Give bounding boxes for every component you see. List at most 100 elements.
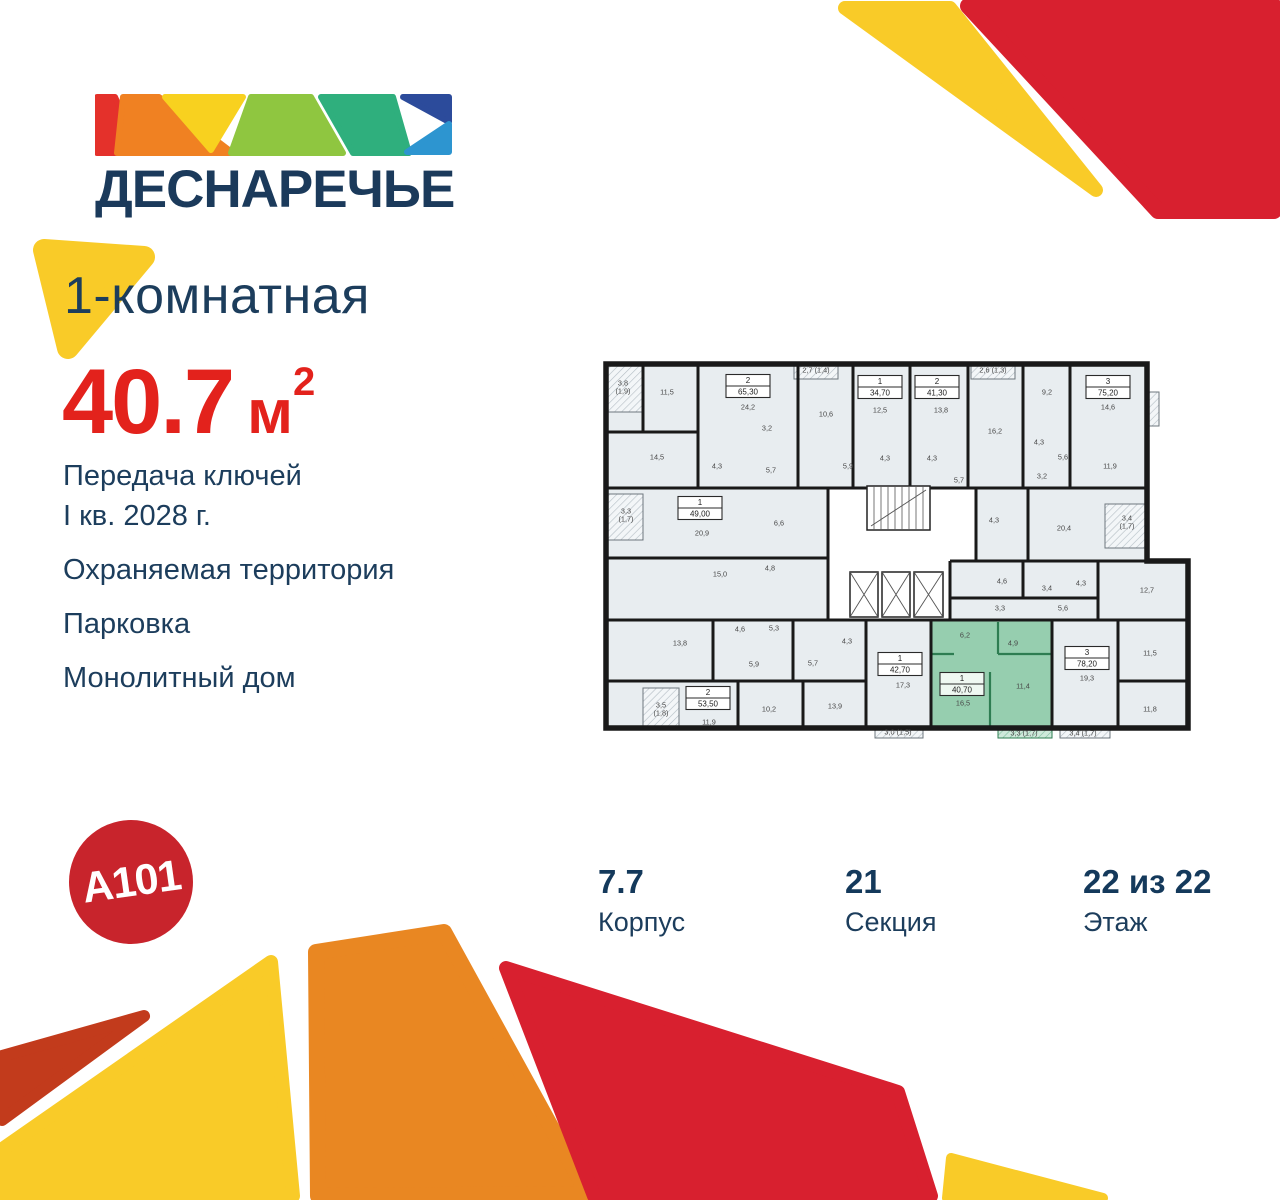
svg-text:1: 1 <box>960 674 965 683</box>
svg-text:16,2: 16,2 <box>988 427 1002 436</box>
area-value: 40.7 <box>62 351 235 453</box>
stat-column: 7.7 Корпус <box>598 863 845 938</box>
stat-value: 22 из 22 <box>1083 863 1212 900</box>
svg-text:3: 3 <box>1106 377 1111 386</box>
svg-text:11,5: 11,5 <box>660 388 674 397</box>
svg-text:42,70: 42,70 <box>890 666 911 675</box>
svg-text:4,6: 4,6 <box>735 625 745 634</box>
svg-text:15,0: 15,0 <box>713 570 727 579</box>
developer-logo-text: A101 <box>78 850 184 913</box>
svg-text:4,6: 4,6 <box>997 577 1007 586</box>
floor-plan: 2 65,30 1 34,70 2 41,30 3 75,20 1 49,00 2 53,50 1 42,… <box>598 336 1198 756</box>
svg-text:2,7 (1,4): 2,7 (1,4) <box>802 366 829 375</box>
svg-text:2: 2 <box>746 376 751 385</box>
svg-text:19,3: 19,3 <box>1080 674 1094 683</box>
area-superscript: 2 <box>292 360 316 404</box>
svg-text:6,6: 6,6 <box>774 519 784 528</box>
svg-text:5,7: 5,7 <box>766 466 776 475</box>
svg-text:3,3 (1,7): 3,3 (1,7) <box>1010 729 1037 738</box>
svg-text:41,30: 41,30 <box>927 389 948 398</box>
svg-text:4,3: 4,3 <box>1076 579 1086 588</box>
svg-text:5,6: 5,6 <box>1058 604 1068 613</box>
svg-text:24,2: 24,2 <box>741 403 755 412</box>
svg-text:13,9: 13,9 <box>828 702 842 711</box>
svg-text:13,8: 13,8 <box>673 639 687 648</box>
stat-label: Секция <box>845 907 937 937</box>
svg-text:5,7: 5,7 <box>954 476 964 485</box>
svg-text:3,0 (1,5): 3,0 (1,5) <box>884 728 911 737</box>
stat-column: 21 Секция <box>845 863 1083 938</box>
listing-title: 1-комнатная <box>64 267 370 325</box>
svg-text:5,9: 5,9 <box>749 660 759 669</box>
svg-text:11,5: 11,5 <box>1143 649 1157 658</box>
svg-text:2,6 (1,3): 2,6 (1,3) <box>979 366 1006 375</box>
svg-text:14,6: 14,6 <box>1101 403 1115 412</box>
svg-text:1: 1 <box>698 498 703 507</box>
svg-text:4,9: 4,9 <box>1008 639 1018 648</box>
decor-title-yellow-triangle-icon <box>33 239 155 359</box>
svg-text:49,00: 49,00 <box>690 510 711 519</box>
stat-column: 22 из 22 Этаж <box>1083 863 1218 938</box>
decor-top-red-shard-icon <box>960 0 1280 219</box>
stat-value: 7.7 <box>598 863 644 900</box>
area-unit: м <box>247 378 293 447</box>
developer-logo: A101 <box>69 820 193 944</box>
feature-item: Охраняемая территория <box>63 554 395 586</box>
svg-text:65,30: 65,30 <box>738 388 759 397</box>
svg-text:3,3: 3,3 <box>995 604 1005 613</box>
svg-text:4,3: 4,3 <box>989 516 999 525</box>
brand-wordmark: ДЕСНАРЕЧЬЕ <box>95 160 455 219</box>
svg-text:75,20: 75,20 <box>1098 389 1119 398</box>
feature-item: Передача ключей I кв. 2028 г. <box>63 460 302 532</box>
feature-item: Монолитный дом <box>63 662 296 694</box>
stats-row: 7.7 Корпус 21 Секция 22 из 22 Этаж <box>598 863 1218 938</box>
decor-top-yellow-spike-icon <box>838 1 1103 197</box>
svg-text:4,3: 4,3 <box>927 454 937 463</box>
svg-text:11,9: 11,9 <box>1103 462 1117 471</box>
svg-text:5,3: 5,3 <box>769 624 779 633</box>
decor-rust-sliver-icon <box>0 1010 150 1126</box>
svg-text:5,7: 5,7 <box>808 659 818 668</box>
svg-text:3,4: 3,4 <box>1042 584 1052 593</box>
svg-text:4,3: 4,3 <box>1034 438 1044 447</box>
floor-plan-svg: 2 65,30 1 34,70 2 41,30 3 75,20 1 49,00 2 53,50 1 42,… <box>603 361 1191 739</box>
brand-logo-mosaic-icon <box>95 94 452 156</box>
decor-bottom-red-shard-icon <box>499 961 938 1200</box>
decor-bottom-yellow-triangle-icon <box>0 955 300 1200</box>
svg-text:78,20: 78,20 <box>1077 660 1098 669</box>
listing-area: 40.7 м2 <box>62 350 315 455</box>
svg-text:17,3: 17,3 <box>896 681 910 690</box>
feature-list: Передача ключей I кв. 2028 г. Охраняемая … <box>63 456 394 712</box>
svg-text:16,5: 16,5 <box>956 699 970 708</box>
svg-text:1: 1 <box>898 654 903 663</box>
svg-text:20,4: 20,4 <box>1057 524 1071 533</box>
svg-text:11,8: 11,8 <box>1143 705 1157 714</box>
svg-text:4,3: 4,3 <box>880 454 890 463</box>
svg-text:1: 1 <box>878 377 883 386</box>
decor-corner-yellow-triangle-icon <box>942 1153 1108 1200</box>
svg-text:4,8: 4,8 <box>765 564 775 573</box>
svg-text:40,70: 40,70 <box>952 686 973 695</box>
svg-text:3,8(1,9): 3,8 (1,9) <box>615 379 630 396</box>
stat-label: Корпус <box>598 907 686 937</box>
svg-text:4,3: 4,3 <box>842 637 852 646</box>
svg-text:5,6: 5,6 <box>1058 453 1068 462</box>
svg-text:13,8: 13,8 <box>934 406 948 415</box>
svg-text:3,3(1,7): 3,3 (1,7) <box>618 507 633 524</box>
svg-text:2: 2 <box>706 688 711 697</box>
svg-text:10,2: 10,2 <box>762 705 776 714</box>
svg-text:3,5(1,8): 3,5 (1,8) <box>653 701 668 718</box>
svg-text:5,9: 5,9 <box>843 462 853 471</box>
brand-logo: ДЕСНАРЕЧЬЕ <box>95 94 457 220</box>
feature-item: Парковка <box>63 608 191 640</box>
svg-text:12,7: 12,7 <box>1140 586 1154 595</box>
svg-text:34,70: 34,70 <box>870 389 891 398</box>
svg-text:12,5: 12,5 <box>873 406 887 415</box>
svg-text:3,4 (1,7): 3,4 (1,7) <box>1069 729 1096 738</box>
svg-text:4,3: 4,3 <box>712 462 722 471</box>
svg-text:11,9: 11,9 <box>702 718 716 727</box>
svg-text:11,4: 11,4 <box>1016 682 1030 691</box>
stat-label: Этаж <box>1083 907 1148 937</box>
svg-text:3: 3 <box>1085 648 1090 657</box>
svg-text:10,6: 10,6 <box>819 410 833 419</box>
